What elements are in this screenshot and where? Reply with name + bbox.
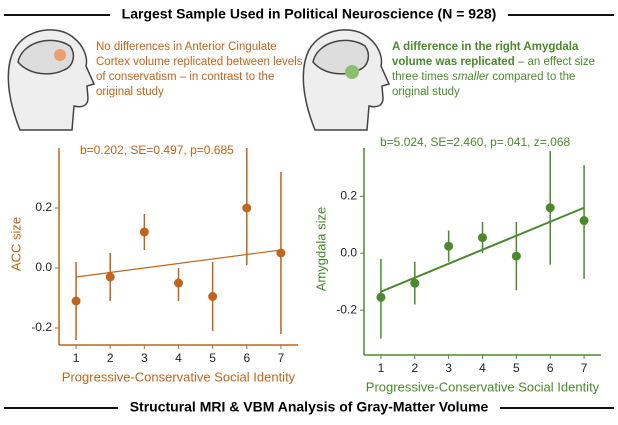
point bbox=[174, 278, 183, 288]
point bbox=[208, 292, 218, 301]
point bbox=[545, 203, 555, 213]
head-icon bbox=[302, 29, 391, 131]
x-tick-label: 6 bbox=[243, 351, 250, 365]
point bbox=[242, 203, 252, 213]
x-tick-label: 7 bbox=[278, 351, 285, 365]
x-tick-label: 5 bbox=[513, 361, 520, 375]
x-tick-label: 2 bbox=[411, 361, 418, 375]
x-tick-label: 2 bbox=[107, 351, 114, 365]
point bbox=[478, 233, 487, 243]
x-tick-label: 4 bbox=[479, 361, 486, 375]
x-tick-label: 6 bbox=[547, 361, 554, 375]
annotation: b=0.202, SE=0.497, p=0.685 bbox=[80, 143, 234, 157]
y-axis-label: ACC size bbox=[8, 217, 23, 271]
x-axis-label: Progressive-Conservative Social Identity bbox=[62, 369, 296, 384]
x-axis-label: Progressive-Conservative Social Identity bbox=[366, 379, 600, 394]
point bbox=[105, 272, 115, 282]
description-text: – an effect size three times bbox=[392, 56, 596, 83]
y-tick-label: 0.2 bbox=[340, 189, 357, 203]
point bbox=[511, 251, 521, 261]
x-tick-label: 5 bbox=[209, 351, 216, 365]
description-text: No differences in Anterior Cingulate Cor… bbox=[96, 41, 303, 98]
annotation: b=5.024, SE=2.460, p=.041, z=.068 bbox=[380, 135, 570, 149]
description: No differences in Anterior Cingulate Cor… bbox=[96, 40, 306, 100]
page-footer: Structural MRI & VBM Analysis of Gray-Ma… bbox=[130, 399, 489, 415]
x-tick-label: 1 bbox=[73, 351, 80, 365]
point bbox=[444, 241, 454, 251]
page-title: Largest Sample Used in Political Neurosc… bbox=[122, 6, 497, 22]
description-text: A difference in the right Amygdala volum… bbox=[392, 41, 579, 68]
x-tick-label: 3 bbox=[141, 351, 148, 365]
head-icon bbox=[7, 29, 96, 131]
x-tick-label: 3 bbox=[445, 361, 452, 375]
point bbox=[276, 248, 286, 258]
description: A difference in the right Amygdala volum… bbox=[392, 40, 607, 100]
x-tick-label: 1 bbox=[378, 361, 385, 375]
y-tick-label: -0.2 bbox=[31, 320, 52, 334]
x-tick-label: 7 bbox=[581, 361, 588, 375]
point bbox=[376, 292, 386, 302]
y-tick-label: 0.0 bbox=[340, 245, 357, 259]
y-tick-label: -0.2 bbox=[336, 302, 357, 316]
y-axis-label: Amygdala size bbox=[313, 207, 328, 292]
y-tick-label: 0.2 bbox=[35, 200, 52, 214]
point bbox=[139, 227, 149, 237]
point bbox=[71, 296, 81, 306]
x-tick-label: 4 bbox=[175, 351, 182, 365]
description-text: compared to the original study bbox=[392, 71, 576, 98]
description-text: smaller bbox=[452, 71, 490, 83]
point bbox=[579, 216, 589, 226]
y-tick-label: 0.0 bbox=[35, 260, 52, 274]
point bbox=[410, 278, 420, 288]
